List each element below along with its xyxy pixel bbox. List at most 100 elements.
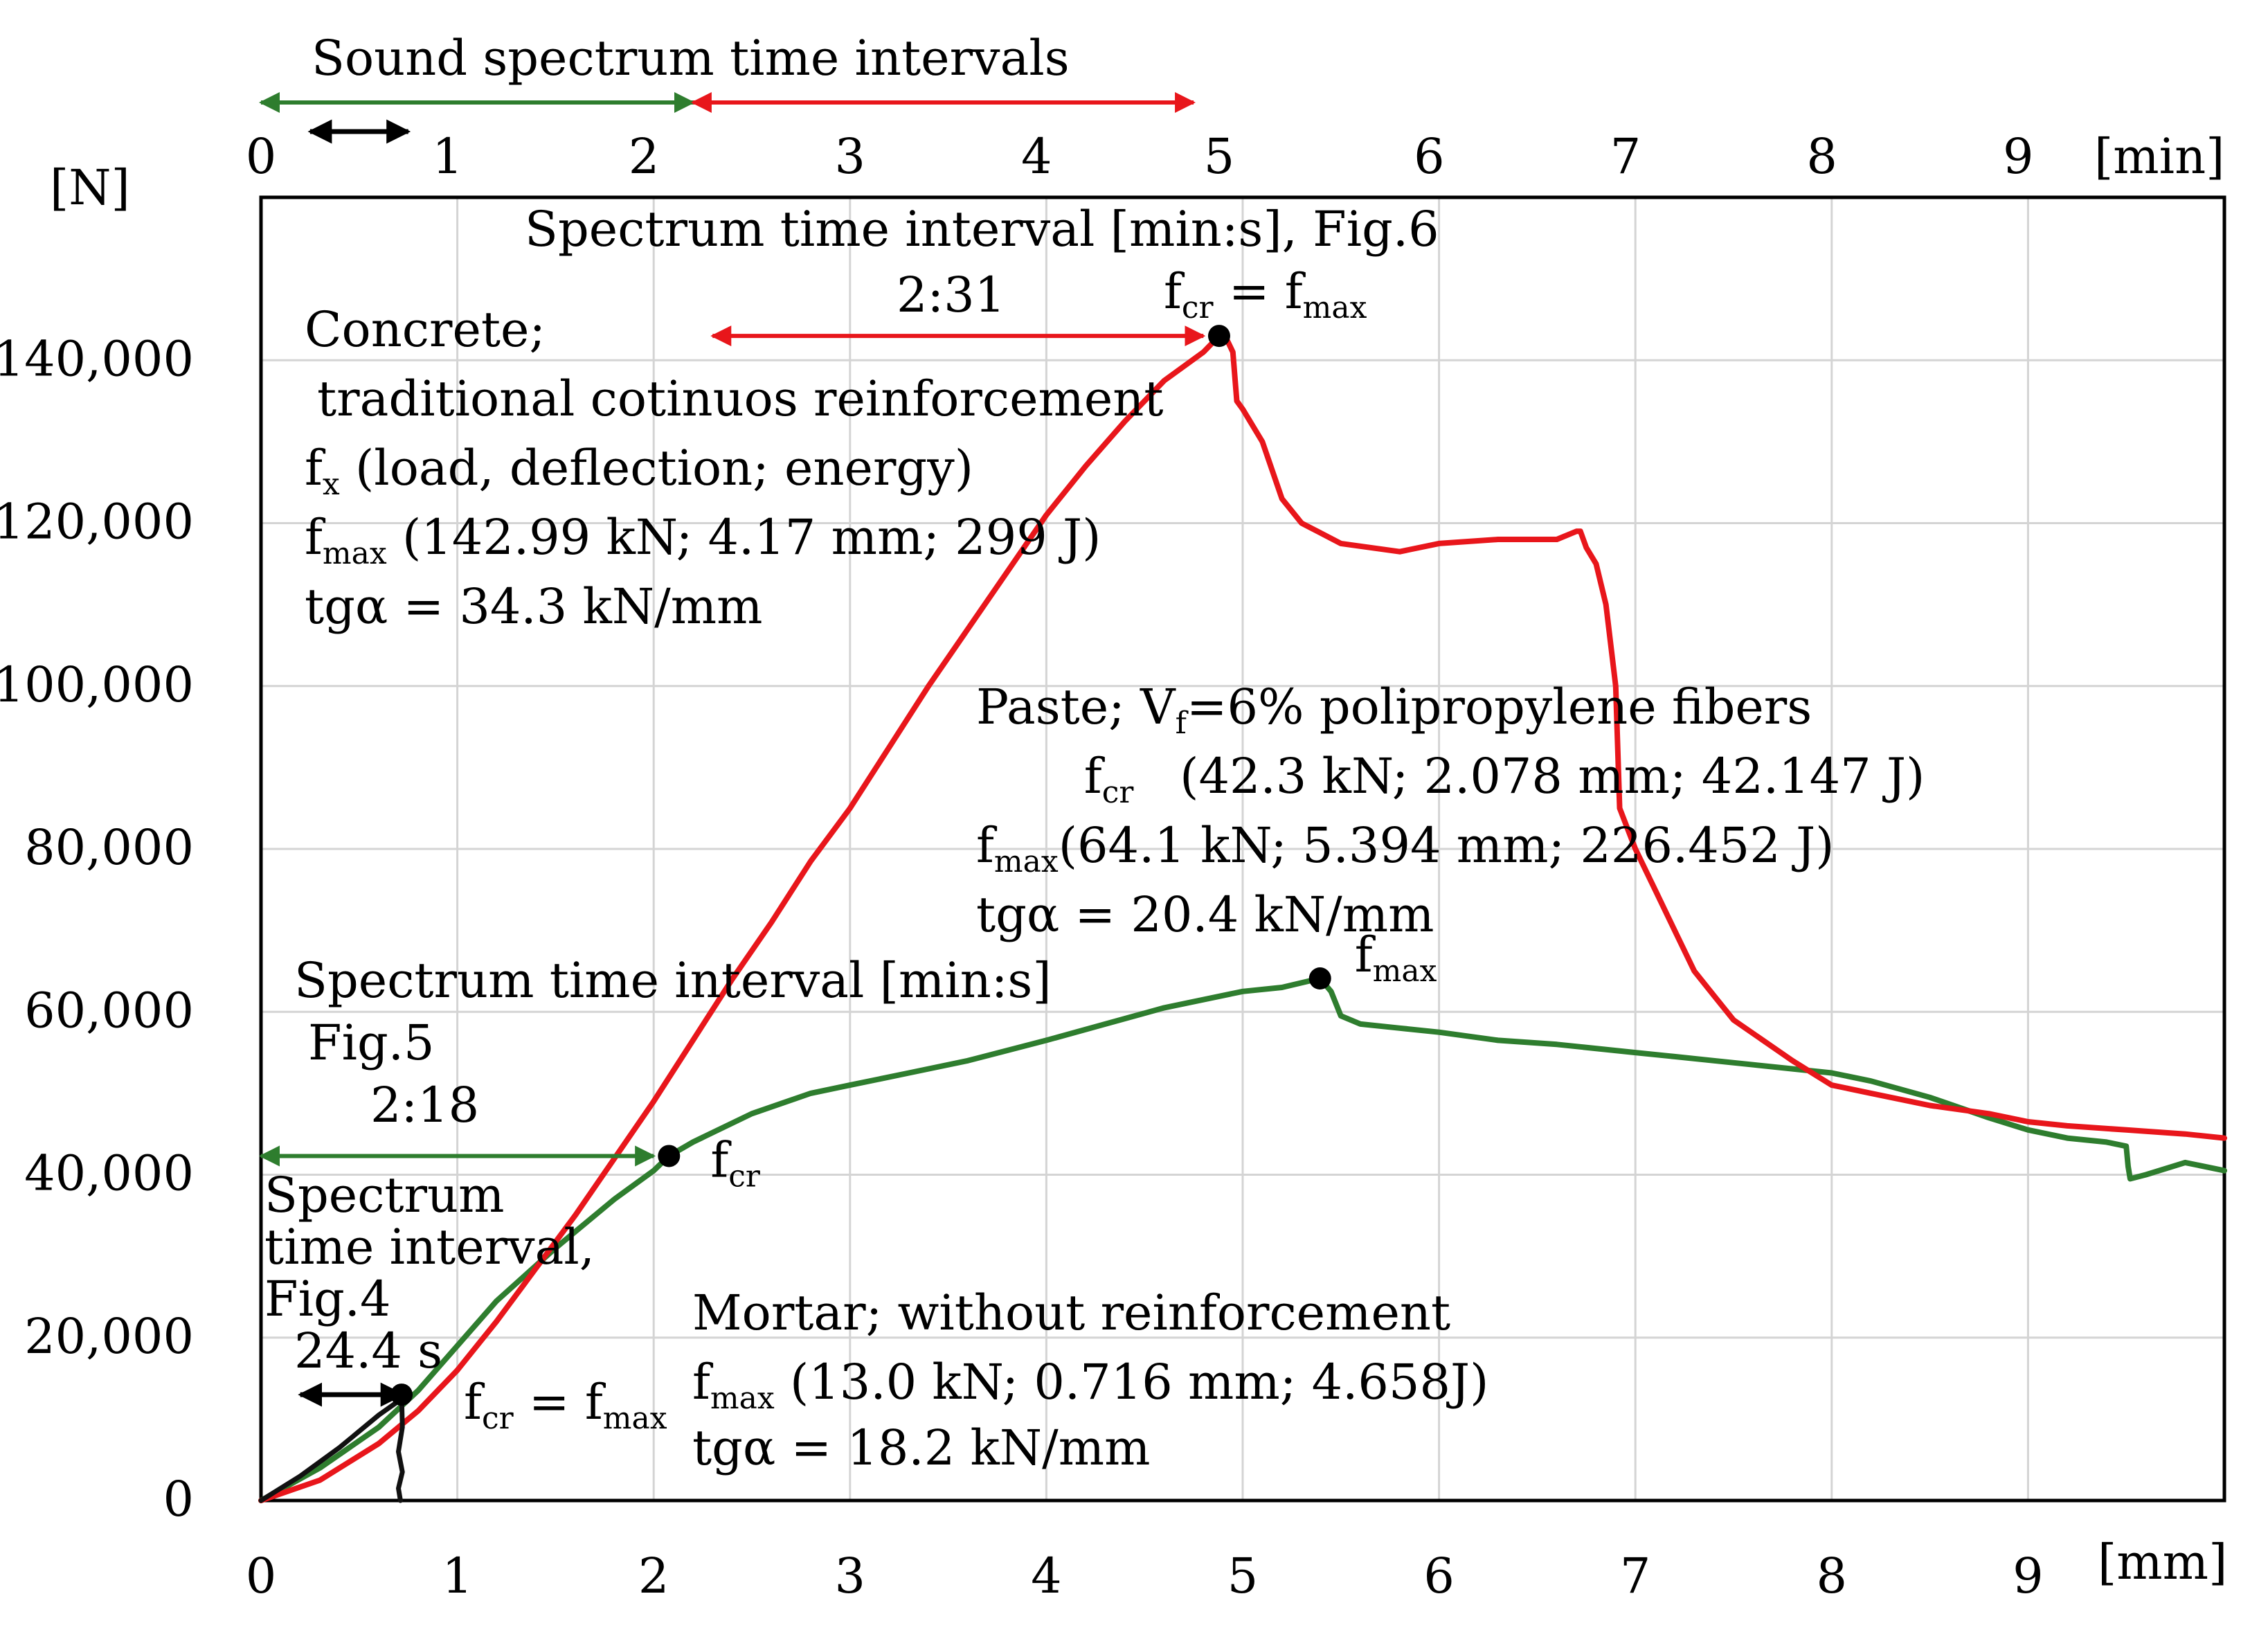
y-tick-label: 40,000 (24, 1145, 194, 1202)
x-tick-label: 6 (1423, 1548, 1455, 1604)
paste-fcr: fcr (42.3 kN; 2.078 mm; 42.147 J) (976, 748, 2002, 810)
marker-label-main: f (1164, 263, 1185, 320)
x-tick-label: 1 (442, 1548, 473, 1604)
paste-fmax-rest: (64.1 kN; 5.394 mm; 226.452 J) (1059, 817, 1835, 874)
mortar-fmax-sub: max (710, 1381, 775, 1416)
top-axis-label: [min] (2094, 128, 2224, 185)
y-tick-label: 140,000 (0, 330, 194, 387)
paste-fcr-main: f (1084, 748, 1106, 805)
x-tick-label: 0 (246, 1548, 277, 1604)
marker-label-eq: = (1214, 263, 1285, 320)
annotations: Spectrum time interval [min:s], Fig.6 2:… (264, 201, 2002, 1476)
y-tick-labels: 0 20,000 40,000 60,000 80,000 100,000 120,000 1… (0, 330, 194, 1528)
fig6-title: Spectrum time interval [min:s], Fig.6 (525, 201, 1439, 258)
y-tick-label: 100,000 (0, 656, 194, 713)
marker-label: fcr = fmax (1164, 263, 1367, 325)
mortar-fmax-main: f (692, 1354, 714, 1410)
marker-point (1207, 325, 1230, 348)
top-tick-label: 2 (629, 128, 660, 185)
paste-fcr-sub: cr (1102, 775, 1135, 810)
paste-line1-b: =6% polipropylene fibers (1187, 679, 1812, 735)
marker-label-eq: = (514, 1374, 585, 1431)
top-tick-label: 9 (2003, 128, 2034, 185)
y-tick-label: 80,000 (24, 819, 194, 876)
marker-label-main: f (710, 1131, 732, 1188)
top-tick-label: 3 (835, 128, 866, 185)
paste-line1-sub: f (1176, 706, 1189, 741)
concrete-line2: traditional cotinuos reinforcement (317, 370, 1164, 427)
concrete-line1: Concrete; (305, 301, 546, 358)
top-arrows-title: Sound spectrum time intervals (312, 30, 1070, 87)
mortar-fmax: fmax (13.0 kN; 0.716 mm; 4.658J) (692, 1354, 1488, 1416)
marker-label: fcr = fmax (464, 1374, 667, 1436)
concrete-fx-main: f (305, 440, 326, 496)
series-line-0 (258, 333, 2227, 1503)
paste-line1: Paste; Vf=6% polipropylene fibers (976, 679, 1812, 741)
interval-arrows (259, 325, 1206, 1407)
x-tick-label: 5 (1227, 1548, 1259, 1604)
series-line-2 (258, 1392, 405, 1503)
concrete-fmax-rest: (142.99 kN; 4.17 mm; 299 J) (387, 509, 1101, 566)
mortar-line1: Mortar; without reinforcement (692, 1284, 1450, 1341)
top-tick-labels: 0 1 2 3 4 5 6 7 8 9 (246, 128, 2034, 185)
fig5-label: Fig.5 (308, 1014, 435, 1071)
marker-label-sub2: max (603, 1401, 667, 1436)
x-tick-labels: 0 1 2 3 4 5 6 7 8 9 (246, 1548, 2044, 1604)
paste-tg: tgα = 20.4 kN/mm (976, 886, 1434, 943)
series-line-1 (258, 976, 2227, 1503)
mortar-tg: tgα = 18.2 kN/mm (692, 1419, 1150, 1476)
fig4-line3: Fig.4 (264, 1271, 391, 1327)
concrete-fx-sub: x (323, 467, 340, 502)
paste-fcr-rest: (42.3 kN; 2.078 mm; 42.147 J) (1133, 748, 1925, 805)
fig4-time: 24.4 s (294, 1323, 442, 1379)
fig5-time: 2:18 (370, 1077, 479, 1134)
x-tick-label: 8 (1817, 1548, 1848, 1604)
marker-label-sub: cr (1182, 290, 1214, 325)
fig4-line2: time interval, (264, 1219, 595, 1275)
mortar-fmax-rest: (13.0 kN; 0.716 mm; 4.658J) (775, 1354, 1489, 1410)
x-tick-label: 9 (2013, 1548, 2044, 1604)
x-tick-label: 4 (1031, 1548, 1062, 1604)
concrete-fx: fx (load, deflection; energy) (305, 440, 973, 502)
x-tick-label: 7 (1620, 1548, 1651, 1604)
fig6-time: 2:31 (897, 267, 1005, 323)
top-tick-label: 7 (1610, 128, 1641, 185)
y-tick-label: 0 (163, 1471, 194, 1528)
y-tick-label: 120,000 (0, 494, 194, 550)
fig4-line1: Spectrum (264, 1167, 504, 1224)
marker-label-sub: max (1373, 953, 1437, 989)
concrete-fmax: fmax (142.99 kN; 4.17 mm; 299 J) (305, 509, 1101, 571)
plot-frame (259, 195, 2226, 1503)
x-tick-label: 2 (638, 1548, 669, 1604)
marker-label: fmax (1355, 926, 1437, 989)
paste-line1-a: Paste; V (976, 679, 1176, 735)
fig5-title: Spectrum time interval [min:s] (294, 952, 1052, 1009)
top-tick-label: 8 (1806, 128, 1837, 185)
marker-label-sub2: max (1303, 290, 1367, 325)
concrete-fmax-sub: max (323, 536, 387, 571)
y-tick-label: 20,000 (24, 1308, 194, 1365)
marker-point (658, 1145, 681, 1167)
grid (261, 197, 2224, 1501)
x-axis-label: [mm] (2098, 1534, 2227, 1591)
marker-point (1308, 967, 1331, 990)
concrete-tg: tgα = 34.3 kN/mm (305, 578, 762, 635)
marker-label-main2: f (585, 1374, 606, 1431)
marker-label-sub: cr (728, 1158, 761, 1194)
paste-fmax-sub: max (994, 844, 1059, 879)
marker-label-main2: f (1285, 263, 1306, 320)
y-axis-label: [N] (50, 159, 130, 216)
marker-label: fcr (710, 1131, 761, 1194)
marker-label-main: f (464, 1374, 485, 1431)
top-tick-label: 1 (432, 128, 463, 185)
top-tick-label: 6 (1414, 128, 1445, 185)
y-tick-label: 60,000 (24, 982, 194, 1039)
marker-label-main: f (1355, 926, 1376, 983)
top-tick-label: 4 (1021, 128, 1052, 185)
marker-label-sub: cr (482, 1401, 514, 1436)
x-tick-label: 3 (835, 1548, 866, 1604)
top-tick-label: 5 (1204, 128, 1235, 185)
concrete-fmax-main: f (305, 509, 326, 566)
